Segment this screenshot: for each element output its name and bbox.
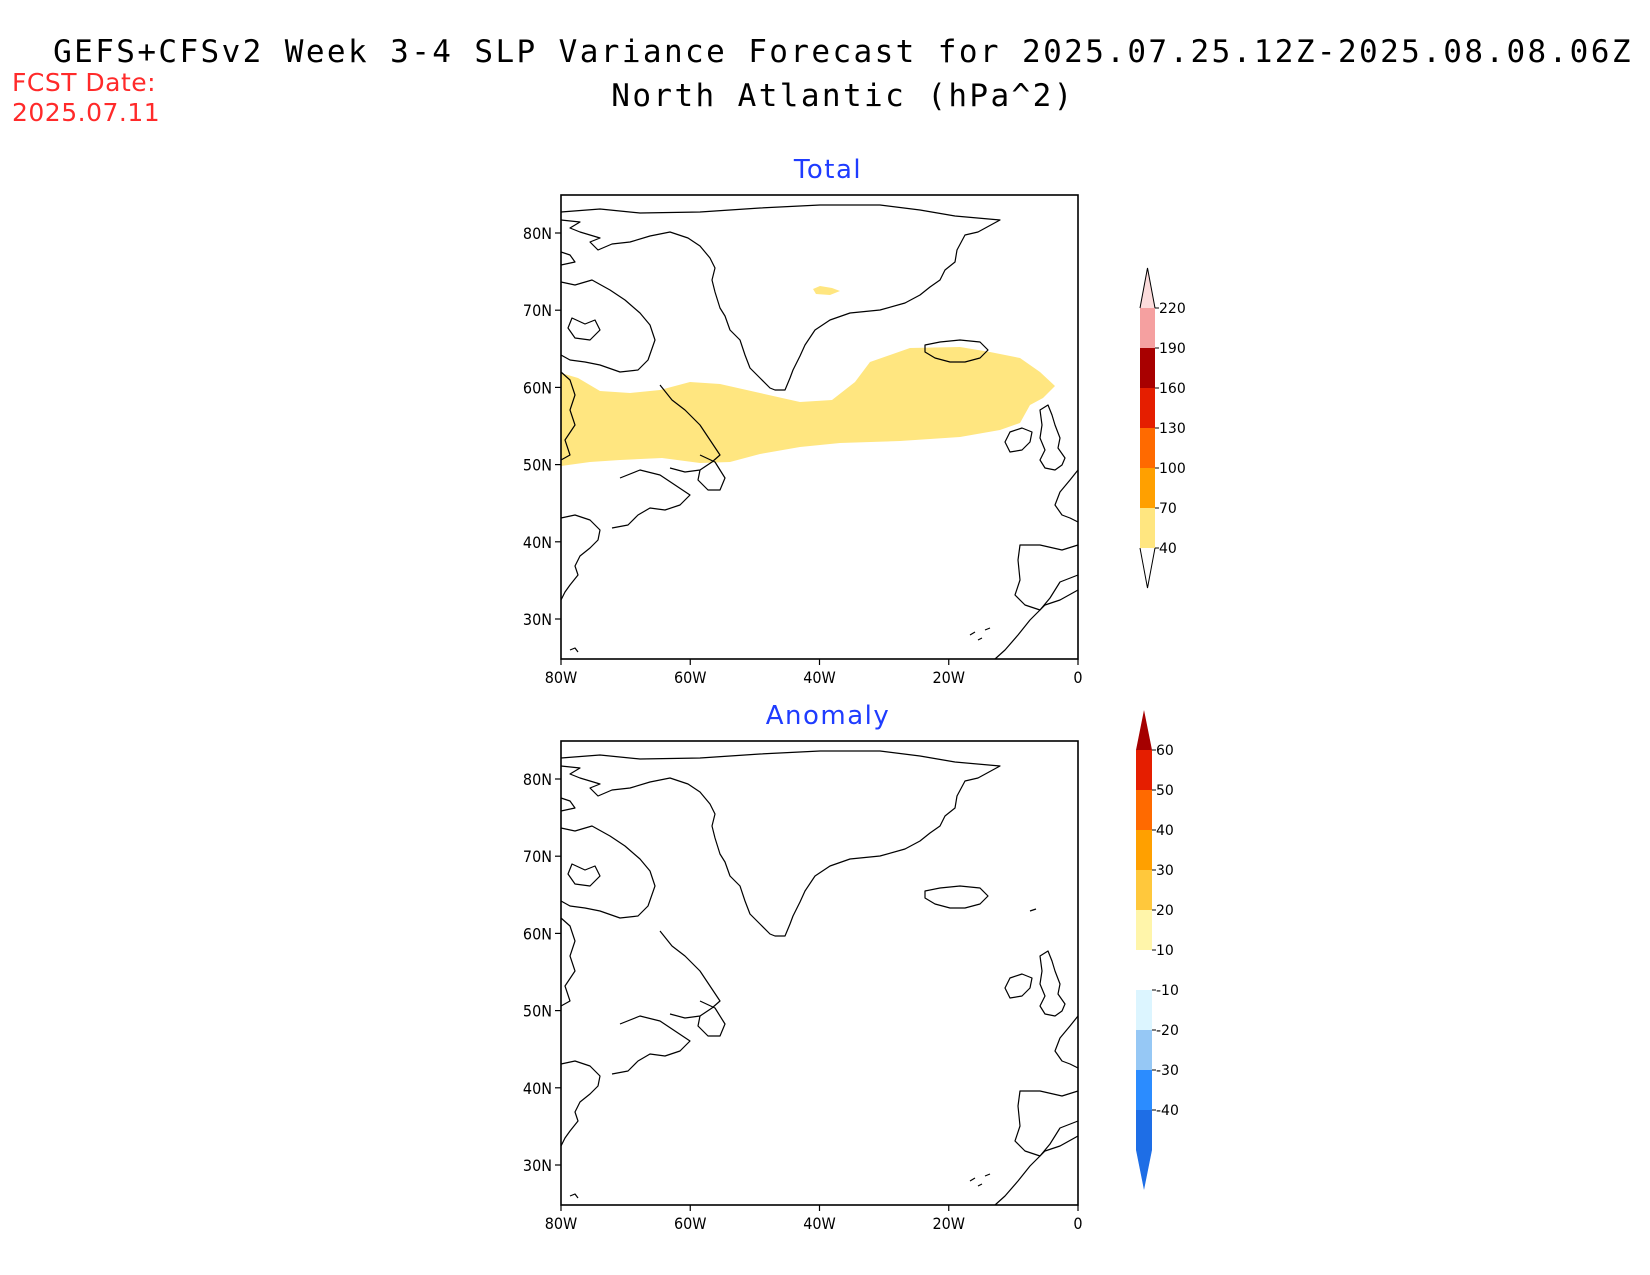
lat-tick-label: 70N	[523, 847, 552, 866]
lon-tick-label: 20W	[932, 668, 965, 687]
total-panel: Total	[523, 155, 1186, 687]
anomaly-panel: Anomaly	[523, 701, 1179, 1233]
lat-tick-label: 50N	[523, 1002, 552, 1021]
lat-tick-label: 80N	[523, 224, 552, 243]
anomaly-map-frame	[560, 740, 1079, 1206]
variance-shading-small	[813, 286, 840, 295]
colorbar-low-cap	[1139, 547, 1156, 589]
colorbar-label: 100	[1159, 461, 1186, 477]
lat-tick-label: 40N	[523, 533, 552, 552]
lat-tick-label: 70N	[523, 301, 552, 320]
lon-tick-label: 60W	[674, 668, 707, 687]
lon-tick-label: 60W	[674, 1214, 707, 1233]
colorbar-label: 60	[1156, 743, 1174, 759]
colorbar-label: 20	[1156, 903, 1174, 919]
colorbar-label: 50	[1156, 783, 1174, 799]
colorbar-label: 160	[1159, 381, 1186, 397]
colorbar-segment	[1136, 750, 1152, 790]
colorbar-label: 190	[1159, 341, 1186, 357]
coastlines	[560, 750, 1079, 1206]
lon-tick-label: 20W	[932, 1214, 965, 1233]
colorbar-label: -20	[1156, 1023, 1179, 1039]
colorbar-segment	[1136, 1110, 1152, 1150]
colorbar-segment	[1136, 950, 1152, 990]
lat-tick-label: 80N	[523, 770, 552, 789]
colorbar-label: 40	[1159, 541, 1177, 557]
colorbar-label: -30	[1156, 1063, 1179, 1079]
forecast-date-label: FCST Date:	[12, 68, 157, 97]
lon-tick-label: 80W	[545, 1214, 578, 1233]
lon-tick-label: 0	[1073, 668, 1082, 687]
total-colorbar: 40 70 100 130 160 190 220	[1139, 267, 1186, 589]
colorbar-label: -40	[1156, 1103, 1179, 1119]
colorbar-segment	[1136, 990, 1152, 1030]
colorbar-high-cap	[1140, 268, 1155, 308]
total-map: 30N 40N 50N 60N 70N 80N 80W 60W 40W 20W 0	[523, 194, 1083, 687]
lon-tick-label: 40W	[803, 1214, 836, 1233]
anomaly-map-axes: 30N 40N 50N 60N 70N 80N 80W 60W 40W 20W 0	[523, 770, 1083, 1233]
colorbar-segment	[1140, 508, 1155, 548]
colorbar-label: 10	[1156, 943, 1174, 959]
colorbar-segment	[1140, 348, 1155, 388]
colorbar-segment	[1140, 428, 1155, 468]
lat-tick-label: 50N	[523, 456, 552, 475]
colorbar-segment	[1136, 870, 1152, 910]
colorbar-label: 40	[1156, 823, 1174, 839]
colorbar-high-cap	[1136, 710, 1152, 750]
lat-tick-label: 30N	[523, 610, 552, 629]
colorbar-segment	[1140, 388, 1155, 428]
lat-tick-label: 30N	[523, 1156, 552, 1175]
colorbar-segment	[1136, 1030, 1152, 1070]
anomaly-map: 30N 40N 50N 60N 70N 80N 80W 60W 40W 20W 0	[523, 740, 1083, 1233]
lat-tick-label: 40N	[523, 1079, 552, 1098]
colorbar-low-cap	[1136, 1150, 1152, 1190]
colorbar-label: 70	[1159, 501, 1177, 517]
lon-tick-label: 40W	[803, 668, 836, 687]
lon-tick-label: 0	[1073, 1214, 1082, 1233]
subtitle: North Atlantic (hPa^2)	[611, 78, 1075, 114]
lon-tick-label: 80W	[545, 668, 578, 687]
forecast-date-value: 2025.07.11	[12, 98, 161, 127]
colorbar-segment	[1136, 790, 1152, 830]
colorbar-label: 30	[1156, 863, 1174, 879]
colorbar-label: 130	[1159, 421, 1186, 437]
colorbar-label: 220	[1159, 301, 1186, 317]
colorbar-segment	[1136, 1070, 1152, 1110]
colorbar-segment	[1136, 830, 1152, 870]
colorbar-segment	[1140, 308, 1155, 348]
variance-shading	[561, 347, 1055, 466]
colorbar-label: -10	[1156, 983, 1179, 999]
coastlines	[560, 204, 1079, 660]
total-panel-title: Total	[793, 155, 862, 185]
anomaly-colorbar: -40 -30 -20 -10 10 20 30 40 50 60	[1136, 710, 1179, 1190]
main-title: GEFS+CFSv2 Week 3-4 SLP Variance Forecas…	[53, 34, 1633, 70]
anomaly-panel-title: Anomaly	[766, 701, 891, 731]
colorbar-segment	[1136, 910, 1152, 950]
lat-tick-label: 60N	[523, 924, 552, 943]
colorbar-segment	[1140, 468, 1155, 508]
total-map-axes: 30N 40N 50N 60N 70N 80N 80W 60W 40W 20W 0	[523, 224, 1083, 687]
lat-tick-label: 60N	[523, 378, 552, 397]
